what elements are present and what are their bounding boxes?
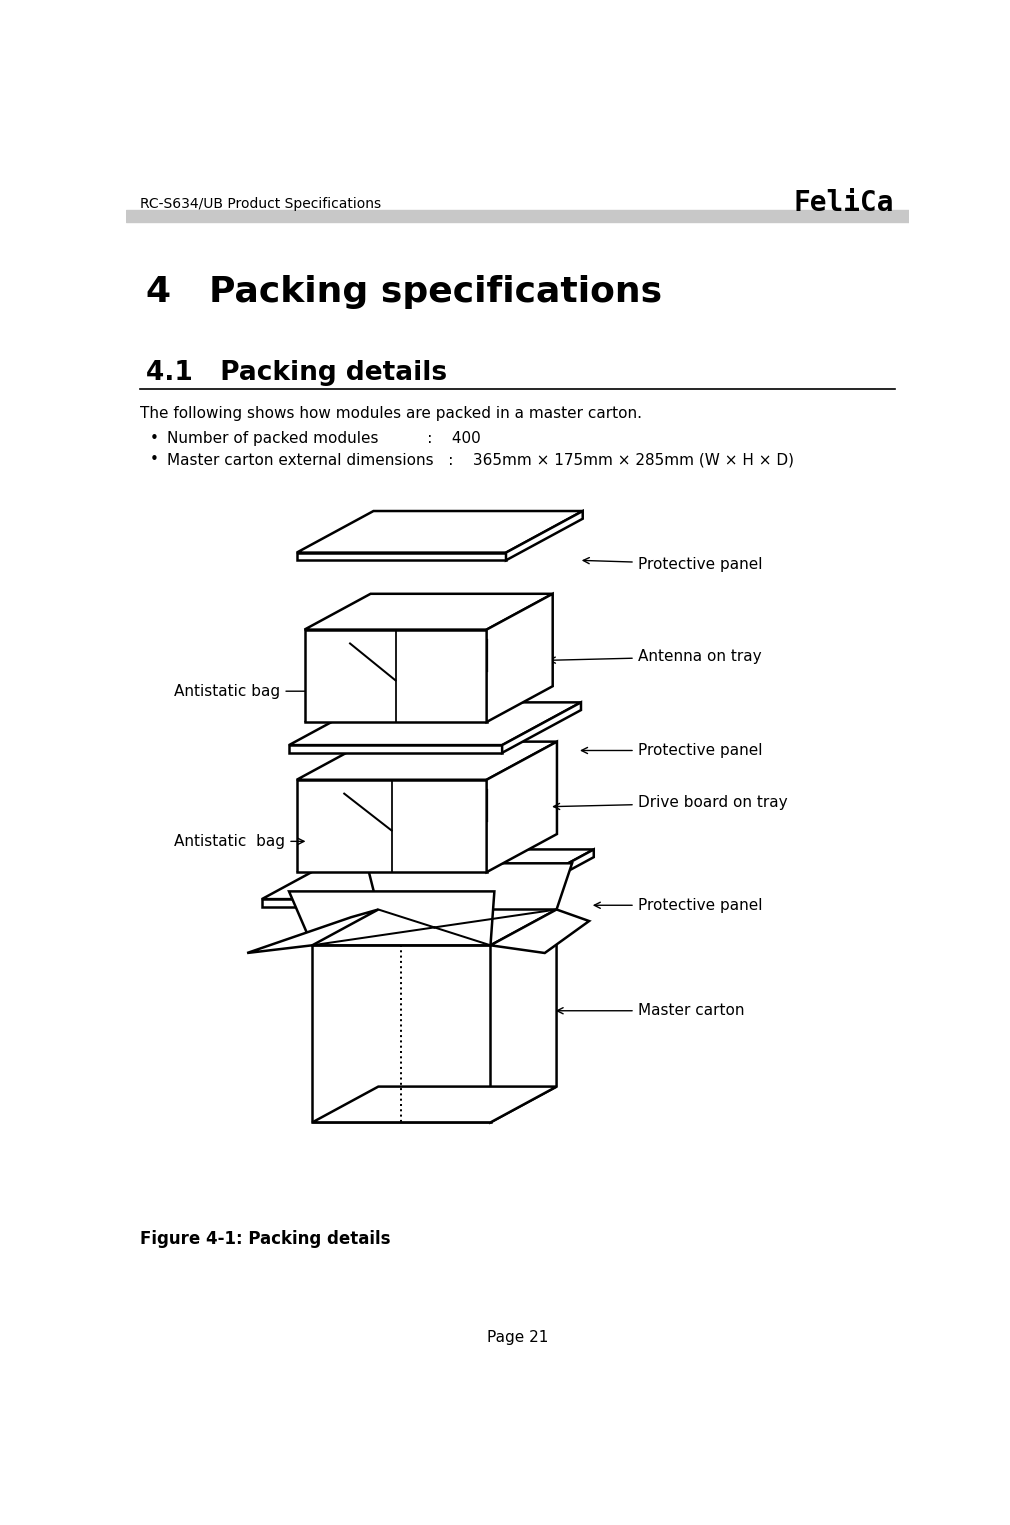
Text: 4.1   Packing details: 4.1 Packing details xyxy=(145,360,446,386)
Polygon shape xyxy=(297,552,506,560)
Polygon shape xyxy=(304,593,552,630)
Text: Protective panel: Protective panel xyxy=(583,557,763,572)
Polygon shape xyxy=(502,849,594,907)
Text: Page 21: Page 21 xyxy=(487,1330,548,1345)
Text: •: • xyxy=(149,432,159,445)
Text: Figure 4-1: Packing details: Figure 4-1: Packing details xyxy=(140,1231,391,1247)
Text: The following shows how modules are packed in a master carton.: The following shows how modules are pack… xyxy=(140,406,642,421)
Text: Protective panel: Protective panel xyxy=(582,743,763,758)
Text: FeliCa: FeliCa xyxy=(793,189,894,217)
Text: Master carton external dimensions   :    365mm × 175mm × 285mm (W × H × D): Master carton external dimensions : 365m… xyxy=(167,453,794,468)
Text: Number of packed modules          :    400: Number of packed modules : 400 xyxy=(167,432,481,445)
Text: Antistatic  bag: Antistatic bag xyxy=(175,834,304,849)
Polygon shape xyxy=(491,909,589,953)
Polygon shape xyxy=(289,746,502,753)
Polygon shape xyxy=(262,849,594,900)
Polygon shape xyxy=(487,741,557,872)
Text: Master carton: Master carton xyxy=(558,1003,744,1019)
Text: 4   Packing specifications: 4 Packing specifications xyxy=(145,276,662,310)
Polygon shape xyxy=(304,630,487,721)
Polygon shape xyxy=(262,900,502,907)
Polygon shape xyxy=(289,892,494,946)
Polygon shape xyxy=(312,946,491,1122)
Polygon shape xyxy=(487,593,552,721)
Polygon shape xyxy=(289,703,581,746)
Polygon shape xyxy=(247,909,379,953)
Bar xyxy=(126,210,909,221)
Text: Antenna on tray: Antenna on tray xyxy=(549,650,762,663)
Text: Drive board on tray: Drive board on tray xyxy=(553,796,788,810)
Polygon shape xyxy=(297,741,557,779)
Polygon shape xyxy=(312,1087,557,1122)
Text: RC-S634/UB Product Specifications: RC-S634/UB Product Specifications xyxy=(140,197,382,210)
Polygon shape xyxy=(297,511,583,552)
Polygon shape xyxy=(367,863,572,909)
Text: Antistatic bag: Antistatic bag xyxy=(175,683,312,698)
Text: Protective panel: Protective panel xyxy=(594,898,763,913)
Polygon shape xyxy=(502,703,581,753)
Text: •: • xyxy=(149,453,159,468)
Polygon shape xyxy=(297,779,487,872)
Polygon shape xyxy=(506,511,583,560)
Polygon shape xyxy=(491,909,557,1122)
